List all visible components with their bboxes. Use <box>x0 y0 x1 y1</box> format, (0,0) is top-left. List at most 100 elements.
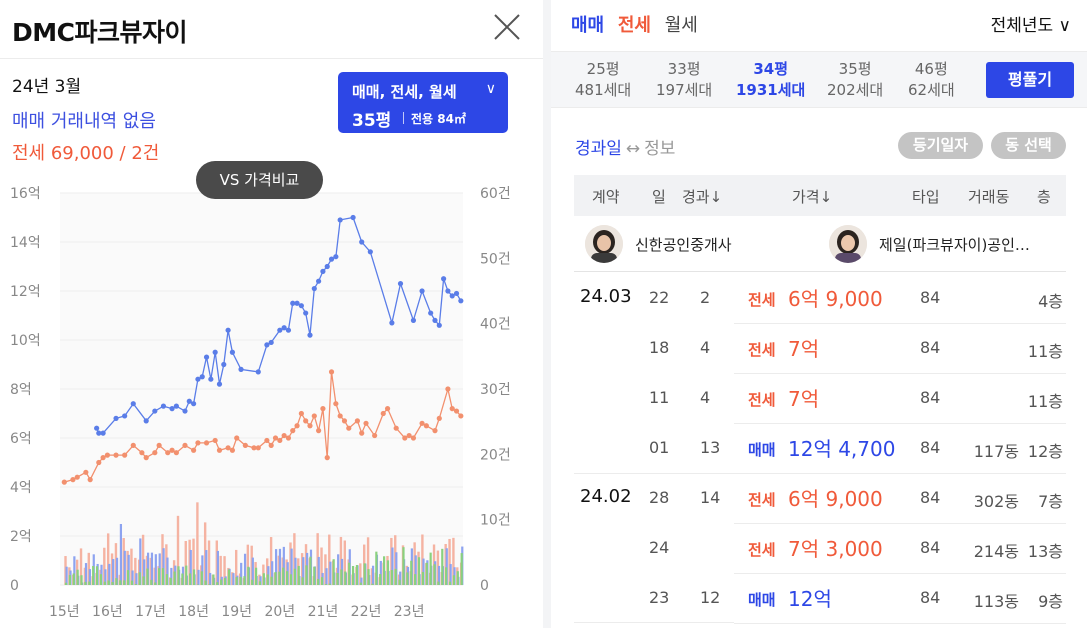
trade-price-point[interactable] <box>328 256 335 262</box>
jeonse-price-point[interactable] <box>328 369 335 375</box>
trade-price-point[interactable] <box>173 403 179 409</box>
jeonse-price-point[interactable] <box>212 437 218 444</box>
jeonse-price-point[interactable] <box>346 425 352 431</box>
trade-price-point[interactable] <box>229 349 236 355</box>
deal-type-selector-button[interactable]: 매매, 전세, 월세 ∨ 35평 전용 84㎡ <box>338 72 508 133</box>
table-row[interactable]: 11 4 전세 7억 84 11층 <box>551 374 1087 424</box>
jeonse-price-point[interactable] <box>242 442 248 448</box>
jeonse-price-point[interactable] <box>303 418 309 424</box>
trade-price-point[interactable] <box>225 327 231 333</box>
jeonse-price-point[interactable] <box>100 455 106 461</box>
jeonse-price-point[interactable] <box>143 455 149 461</box>
jeonse-price-point[interactable] <box>436 415 442 421</box>
trade-price-point[interactable] <box>320 268 326 274</box>
jeonse-price-point[interactable] <box>169 447 175 453</box>
trade-price-point[interactable] <box>389 320 395 326</box>
jeonse-price-point[interactable] <box>445 386 451 392</box>
jeonse-price-point[interactable] <box>449 406 455 412</box>
jeonse-price-point[interactable] <box>384 406 391 412</box>
trade-price-point[interactable] <box>311 285 317 292</box>
jeonse-price-point[interactable] <box>156 442 162 448</box>
jeonse-price-point[interactable] <box>152 450 158 456</box>
trade-price-point[interactable] <box>303 310 309 316</box>
trade-price-point[interactable] <box>122 413 128 419</box>
trade-price-point[interactable] <box>294 300 300 306</box>
pyeong-option-46[interactable]: 46평 62세대 <box>908 60 955 99</box>
tab-trade[interactable]: 매매 <box>571 15 605 36</box>
jeonse-price-point[interactable] <box>341 418 348 424</box>
pyeong-option-33[interactable]: 33평 197세대 <box>656 60 713 99</box>
trade-price-point[interactable] <box>238 366 244 372</box>
jeonse-price-point[interactable] <box>298 410 304 417</box>
jeonse-price-point[interactable] <box>203 440 210 446</box>
jeonse-price-point[interactable] <box>229 447 236 453</box>
registry-date-button[interactable]: 등기일자 <box>898 132 983 159</box>
dong-select-button[interactable]: 동 선택 <box>991 132 1066 159</box>
jeonse-price-point[interactable] <box>311 413 317 419</box>
trade-price-point[interactable] <box>186 398 192 404</box>
jeonse-price-point[interactable] <box>333 401 339 407</box>
jeonse-price-point[interactable] <box>195 440 201 446</box>
table-row[interactable]: 18 4 전세 7억 84 11층 <box>551 324 1087 374</box>
jeonse-price-point[interactable] <box>268 442 274 448</box>
jeonse-price-point[interactable] <box>402 435 408 441</box>
tab-monthly-rent[interactable]: 월세 <box>664 15 698 36</box>
jeonse-price-point[interactable] <box>165 450 171 456</box>
jeonse-price-point[interactable] <box>380 410 386 417</box>
trade-price-point[interactable] <box>152 408 158 414</box>
trade-price-point[interactable] <box>333 254 339 260</box>
trade-price-point[interactable] <box>182 408 188 414</box>
pyeong-calc-button[interactable]: 평풀기 <box>986 62 1074 98</box>
col-price[interactable]: 가격↓ <box>792 188 833 206</box>
jeonse-price-point[interactable] <box>255 445 261 451</box>
price-history-chart[interactable]: 16억 14억 12억 10억 8억 6억 4억 2억 0 60건 50건 40건 30건 20건 10건 0… <box>0 175 543 628</box>
jeonse-price-point[interactable] <box>294 423 300 429</box>
jeonse-price-point[interactable] <box>87 477 93 483</box>
trade-price-point[interactable] <box>449 293 455 299</box>
trade-price-point[interactable] <box>419 288 425 294</box>
trade-price-point[interactable] <box>212 349 218 355</box>
year-select[interactable]: 전체년도 ∨ <box>990 16 1071 36</box>
trade-price-point[interactable] <box>298 303 304 309</box>
table-row[interactable]: 24.03 22 2 전세 6억 9,000 84 4층 <box>551 274 1087 324</box>
trade-price-point[interactable] <box>290 300 296 306</box>
trade-price-point[interactable] <box>445 288 451 294</box>
jeonse-price-point[interactable] <box>264 437 270 444</box>
trade-price-point[interactable] <box>307 332 313 338</box>
trade-price-point[interactable] <box>453 290 460 297</box>
trade-price-point[interactable] <box>281 325 287 331</box>
pyeong-option-25[interactable]: 25평 481세대 <box>575 60 632 99</box>
jeonse-price-point[interactable] <box>216 447 223 453</box>
jeonse-price-point[interactable] <box>372 432 378 439</box>
toggle-info[interactable]: 정보 <box>644 139 676 159</box>
agent-name[interactable]: 제일(파크뷰자이)공인… <box>879 236 1030 254</box>
trade-price-point[interactable] <box>268 339 274 346</box>
table-row[interactable]: 24 전세 7억 3,000 84 214동 13층 <box>551 524 1087 574</box>
jeonse-price-point[interactable] <box>453 408 460 414</box>
trade-price-point[interactable] <box>428 310 434 316</box>
trade-price-point[interactable] <box>255 369 261 375</box>
trade-price-point[interactable] <box>436 322 442 328</box>
trade-price-point[interactable] <box>432 317 438 323</box>
jeonse-price-point[interactable] <box>277 437 283 444</box>
table-row[interactable]: 24.02 28 14 전세 6억 9,000 84 302동 7층 <box>551 474 1087 524</box>
trade-price-point[interactable] <box>169 406 175 412</box>
trade-price-point[interactable] <box>195 376 201 382</box>
trade-price-point[interactable] <box>264 342 270 348</box>
jeonse-price-point[interactable] <box>139 450 145 456</box>
jeonse-price-point[interactable] <box>173 450 179 456</box>
jeonse-price-point[interactable] <box>104 452 111 458</box>
jeonse-price-point[interactable] <box>182 442 188 448</box>
jeonse-price-point[interactable] <box>83 469 89 475</box>
trade-price-point[interactable] <box>221 361 227 368</box>
trade-price-point[interactable] <box>397 281 404 287</box>
jeonse-price-point[interactable] <box>113 452 119 458</box>
trade-price-point[interactable] <box>410 317 417 323</box>
tab-jeonse[interactable]: 전세 <box>617 15 651 36</box>
jeonse-price-point[interactable] <box>130 442 136 448</box>
trade-price-point[interactable] <box>203 354 210 360</box>
trade-price-point[interactable] <box>100 430 106 436</box>
jeonse-price-point[interactable] <box>423 423 429 429</box>
jeonse-price-point[interactable] <box>432 428 438 434</box>
trade-price-point[interactable] <box>113 415 119 421</box>
